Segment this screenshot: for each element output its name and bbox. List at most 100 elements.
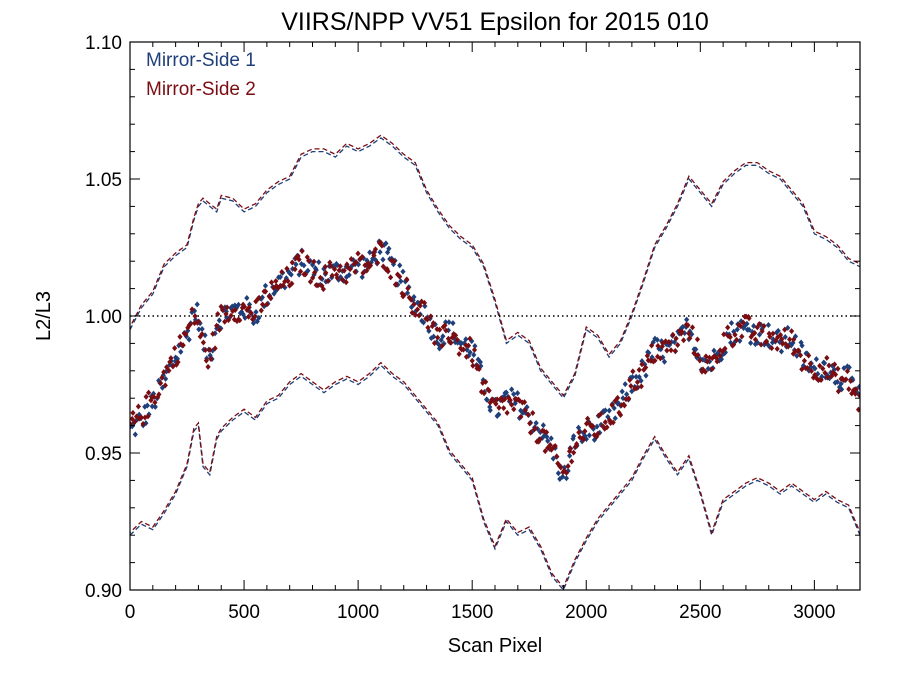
legend-mirror-side-1: Mirror-Side 1 — [146, 50, 256, 71]
data-point — [788, 328, 795, 335]
data-point — [804, 350, 810, 357]
data-point — [216, 326, 223, 333]
data-point — [469, 357, 475, 364]
data-point — [612, 397, 618, 404]
data-point — [317, 274, 323, 281]
data-point — [343, 279, 349, 286]
data-point — [734, 326, 740, 333]
data-point — [282, 284, 288, 291]
data-point — [383, 240, 389, 247]
data-point — [734, 336, 740, 343]
x-tick-label: 2500 — [679, 602, 721, 623]
data-point — [431, 333, 437, 340]
data-point — [763, 338, 770, 345]
data-point — [259, 294, 265, 301]
data-point — [570, 435, 576, 442]
data-point — [542, 448, 548, 455]
data-point — [602, 407, 608, 414]
data-point — [567, 452, 573, 459]
data-point — [686, 330, 692, 337]
data-point — [670, 331, 676, 338]
data-point — [522, 407, 528, 414]
data-point — [544, 433, 550, 440]
data-point — [474, 362, 481, 369]
data-point — [162, 382, 168, 389]
data-point — [400, 268, 406, 275]
data-point — [779, 340, 786, 347]
data-point — [259, 301, 266, 308]
data-point — [725, 324, 731, 331]
data-point — [477, 359, 483, 366]
data-point — [672, 347, 678, 354]
data-point — [391, 258, 397, 265]
data-point — [322, 263, 328, 270]
data-point — [853, 386, 859, 393]
data-point — [766, 330, 772, 337]
data-point — [759, 328, 765, 335]
data-point — [527, 429, 534, 436]
data-point — [595, 430, 601, 437]
data-point — [341, 267, 347, 274]
data-point — [307, 278, 314, 285]
data-point — [252, 313, 258, 320]
data-point — [695, 352, 701, 359]
data-point — [627, 377, 633, 384]
data-point — [687, 335, 693, 342]
data-point — [732, 331, 738, 338]
y-tick-label: 1.05 — [85, 170, 122, 191]
data-point — [638, 383, 644, 390]
data-point — [301, 262, 307, 269]
data-point — [323, 269, 329, 276]
data-point — [583, 436, 589, 443]
data-point — [502, 396, 508, 403]
data-point — [547, 442, 553, 449]
y-tick-label: 1.10 — [85, 33, 122, 54]
data-point — [746, 326, 752, 333]
data-point — [821, 360, 828, 367]
data-point — [740, 319, 746, 326]
data-point — [785, 343, 791, 350]
data-point — [352, 268, 358, 275]
data-point — [785, 324, 791, 331]
data-point — [496, 404, 502, 411]
data-point — [370, 255, 376, 262]
data-point — [774, 345, 780, 352]
data-point — [778, 348, 785, 355]
data-point — [189, 306, 195, 313]
data-point — [467, 335, 473, 342]
data-point — [838, 386, 845, 393]
data-point — [709, 366, 715, 373]
data-point — [815, 377, 821, 384]
data-point — [843, 376, 849, 383]
data-point — [521, 399, 528, 406]
data-point — [186, 336, 192, 343]
data-point — [405, 285, 411, 292]
data-point — [248, 309, 254, 316]
data-point — [511, 406, 517, 413]
data-point — [463, 336, 469, 343]
data-point — [756, 331, 763, 338]
data-point — [428, 313, 434, 320]
data-point — [351, 261, 357, 268]
data-point — [359, 253, 365, 260]
data-point — [630, 368, 636, 375]
data-point — [283, 275, 289, 282]
data-point — [175, 359, 181, 366]
data-point — [824, 374, 831, 381]
data-point — [146, 389, 152, 396]
data-point — [337, 274, 344, 281]
data-point — [583, 420, 590, 427]
data-point — [532, 425, 538, 432]
data-point — [471, 346, 478, 353]
data-point — [658, 346, 664, 353]
data-point — [620, 395, 626, 402]
data-point — [610, 419, 616, 426]
data-point — [567, 445, 574, 452]
data-point — [212, 345, 218, 352]
data-point — [560, 473, 566, 480]
data-point — [420, 319, 427, 326]
data-point — [258, 307, 264, 314]
data-point — [629, 388, 635, 395]
data-point — [634, 379, 641, 386]
data-point — [355, 250, 361, 257]
